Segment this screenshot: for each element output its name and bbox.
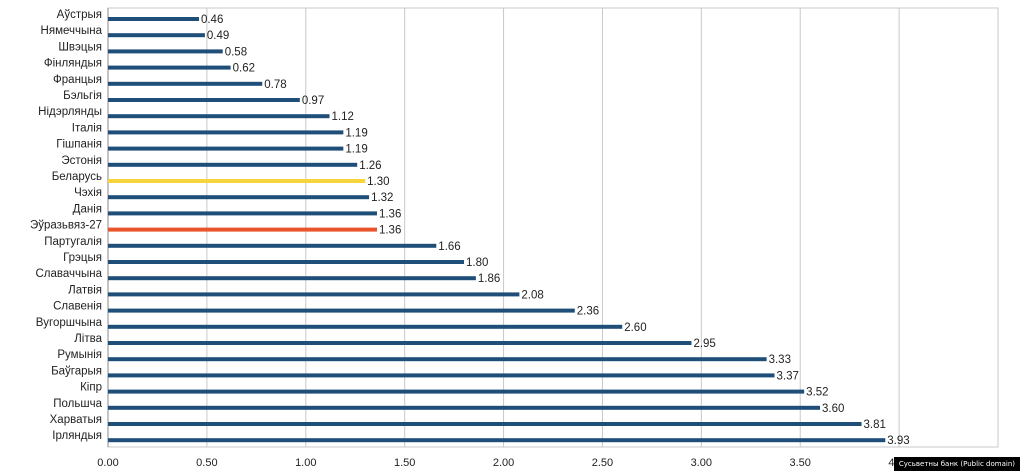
category-label: Францыя bbox=[53, 74, 102, 86]
bar bbox=[108, 33, 205, 38]
category-label: Чэхія bbox=[74, 187, 102, 199]
category-label: Кіпр bbox=[80, 382, 102, 394]
value-label: 3.37 bbox=[777, 370, 799, 382]
category-label: Польшча bbox=[53, 398, 102, 410]
value-label: 2.60 bbox=[624, 322, 646, 334]
value-label: 0.58 bbox=[225, 46, 247, 58]
value-label: 1.66 bbox=[438, 241, 460, 253]
bar bbox=[108, 179, 366, 183]
value-label: 1.36 bbox=[379, 208, 401, 220]
category-label: Партугалія bbox=[44, 236, 102, 248]
value-label: 1.36 bbox=[379, 225, 401, 237]
value-label: 0.49 bbox=[207, 30, 229, 42]
category-label: Гішпанія bbox=[56, 139, 102, 151]
x-tick-label: 3.50 bbox=[790, 457, 811, 469]
bar bbox=[108, 357, 767, 362]
bar bbox=[108, 130, 344, 135]
value-label: 2.95 bbox=[693, 338, 715, 350]
category-label: Вугоршчына bbox=[36, 317, 103, 329]
x-tick-label: 2.50 bbox=[592, 457, 613, 469]
category-label: Румынія bbox=[57, 349, 102, 361]
x-tick-label: 1.00 bbox=[295, 457, 316, 469]
x-tick-label: 2.00 bbox=[493, 457, 514, 469]
value-label: 2.36 bbox=[577, 306, 599, 318]
category-label: Латвія bbox=[68, 284, 102, 296]
value-label: 0.46 bbox=[201, 14, 223, 26]
category-label: Харватыя bbox=[50, 414, 102, 426]
bar bbox=[108, 438, 886, 443]
x-tick-label: 0.50 bbox=[196, 457, 217, 469]
category-label: Аўстрыя bbox=[57, 9, 102, 21]
bar bbox=[108, 65, 231, 70]
bar bbox=[108, 146, 344, 151]
category-label: Данія bbox=[73, 203, 102, 215]
bar bbox=[108, 422, 862, 426]
category-label: Беларусь bbox=[52, 171, 102, 183]
bar bbox=[108, 162, 358, 167]
value-label: 3.93 bbox=[887, 435, 909, 447]
value-label: 0.97 bbox=[302, 95, 324, 107]
value-label: 3.33 bbox=[769, 354, 791, 366]
value-label: 1.19 bbox=[345, 127, 367, 139]
bar bbox=[108, 276, 476, 281]
value-label: 3.60 bbox=[822, 403, 844, 415]
bar bbox=[108, 405, 820, 410]
x-tick-label: 0.00 bbox=[97, 457, 118, 469]
category-label: Швэцыя bbox=[58, 41, 102, 53]
value-label: 1.19 bbox=[345, 144, 367, 156]
bar bbox=[108, 308, 575, 313]
bar bbox=[108, 260, 464, 264]
bar bbox=[108, 243, 437, 248]
bar bbox=[108, 114, 330, 119]
bar bbox=[108, 81, 263, 86]
bar bbox=[108, 98, 300, 102]
bar bbox=[108, 324, 623, 329]
bar bbox=[108, 341, 692, 345]
category-label: Славенія bbox=[53, 301, 102, 313]
value-label: 3.52 bbox=[806, 387, 828, 399]
category-label: Бэльгія bbox=[63, 90, 102, 102]
category-label: Літва bbox=[74, 333, 102, 345]
value-label: 0.62 bbox=[233, 63, 255, 75]
bar bbox=[108, 227, 377, 232]
category-label: Грэцыя bbox=[63, 252, 102, 264]
category-label: Эстонія bbox=[61, 155, 102, 167]
bar bbox=[108, 389, 805, 394]
value-label: 1.86 bbox=[478, 273, 500, 285]
value-label: 0.78 bbox=[264, 79, 286, 91]
value-label: 2.08 bbox=[521, 289, 543, 301]
x-tick-label: 3.00 bbox=[691, 457, 712, 469]
value-label: 1.30 bbox=[367, 176, 389, 188]
category-label: Нідэрлянды bbox=[38, 106, 102, 118]
category-label: Нямеччына bbox=[41, 25, 103, 37]
bar bbox=[108, 195, 370, 200]
value-label: 3.81 bbox=[864, 419, 886, 431]
category-label: Італія bbox=[72, 122, 102, 134]
value-label: 1.12 bbox=[332, 111, 354, 123]
category-label: Ірляндыя bbox=[52, 430, 102, 442]
bar bbox=[108, 49, 223, 54]
value-label: 1.80 bbox=[466, 257, 488, 269]
category-label: Баўгарыя bbox=[51, 365, 102, 377]
category-label: Эўразьвяз-27 bbox=[30, 220, 102, 232]
bar bbox=[108, 373, 775, 378]
bar bbox=[108, 211, 377, 216]
bar bbox=[108, 17, 199, 21]
value-label: 1.32 bbox=[371, 192, 393, 204]
category-label: Фінляндыя bbox=[44, 58, 102, 70]
x-tick-label: 1.50 bbox=[394, 457, 415, 469]
image-credit: Сусьветны банк (Public domain) bbox=[893, 457, 1020, 471]
value-label: 1.26 bbox=[359, 160, 381, 172]
category-label: Славаччына bbox=[35, 268, 102, 280]
bar bbox=[108, 292, 520, 297]
